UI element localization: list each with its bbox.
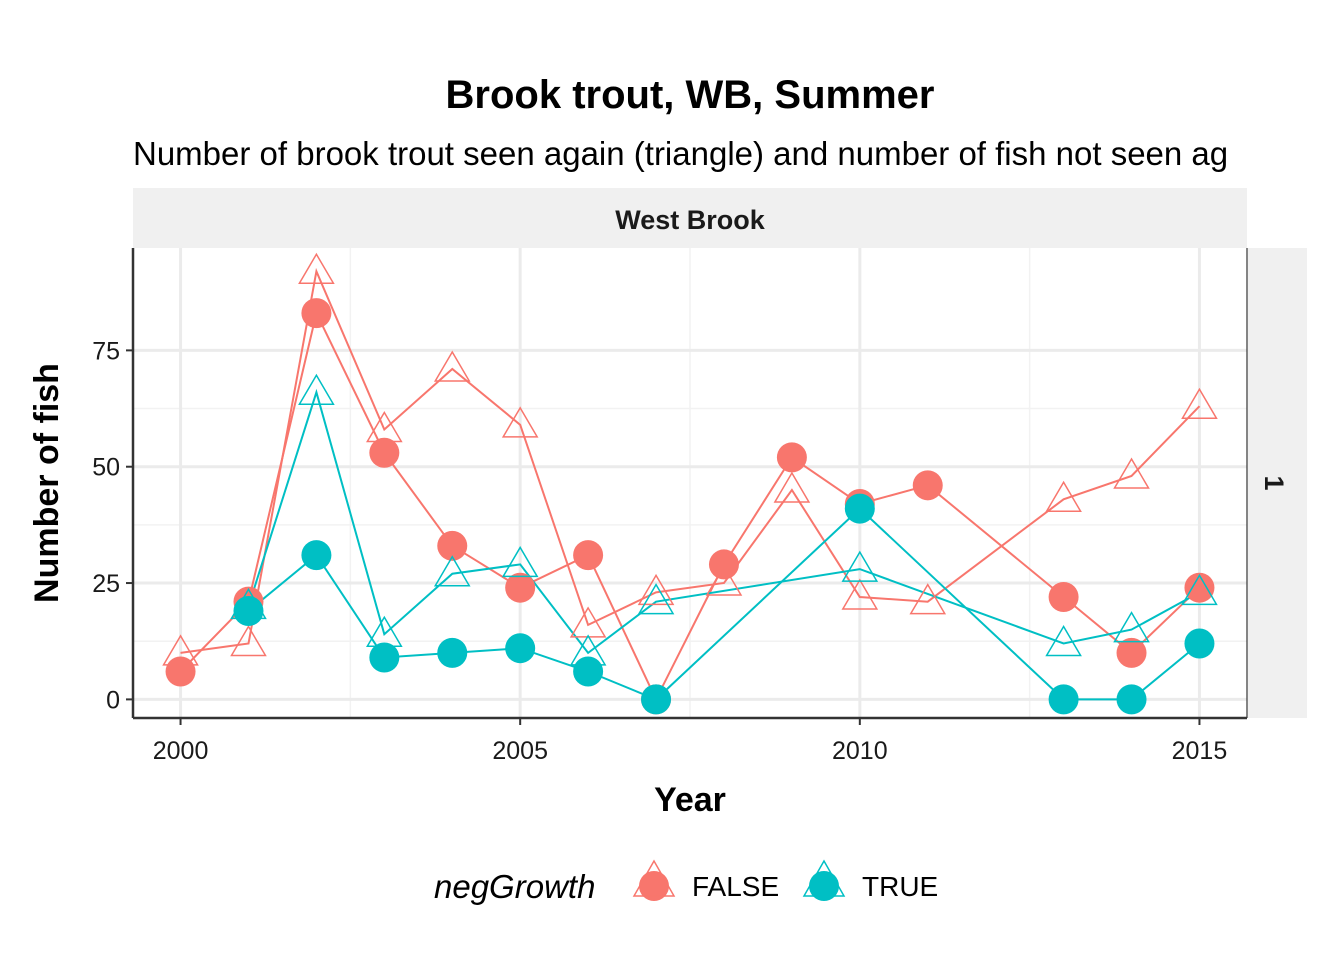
y-tick-label: 50	[92, 454, 120, 482]
data-point-triangle	[1113, 457, 1150, 489]
data-point-circle	[1048, 684, 1079, 715]
data-point-circle	[844, 493, 875, 524]
legend: negGrowth FALSE TRUE	[434, 859, 938, 905]
data-point-triangle	[773, 471, 811, 503]
data-point-triangle	[501, 545, 539, 578]
y-axis-title: Number of fish	[28, 363, 66, 603]
legend-entries: FALSE TRUE	[632, 859, 938, 902]
grid-lines	[133, 248, 1247, 718]
facet-row-label: 1	[1259, 475, 1289, 490]
data-point-circle	[233, 595, 264, 626]
series-line-false-triangle-open	[180, 267, 1201, 654]
legend-label-true: TRUE	[862, 871, 938, 902]
x-tick-label: 2000	[153, 737, 209, 765]
data-point-triangle	[501, 406, 539, 438]
data-point-triangle	[1181, 573, 1218, 606]
data-point-triangle	[1181, 387, 1218, 419]
data-point-circle	[776, 442, 807, 473]
data-point-triangle	[841, 578, 879, 610]
legend-title: negGrowth	[434, 868, 595, 905]
data-point-circle	[1116, 684, 1147, 715]
facet-column-label: West Brook	[615, 205, 766, 235]
data-point-circle	[437, 637, 468, 668]
data-point-circle	[1048, 582, 1079, 613]
facet-strip-right	[1248, 248, 1307, 718]
data-point-circle	[708, 549, 739, 580]
data-point-circle	[505, 572, 536, 603]
data-point-triangle	[1045, 625, 1082, 657]
y-tick-label: 75	[92, 337, 120, 365]
data-point-circle	[437, 530, 468, 561]
chart-subtitle: Number of brook trout seen again (triang…	[133, 135, 1228, 172]
x-axis-title: Year	[654, 781, 726, 819]
facet-strip-top	[133, 188, 1247, 248]
data-point-triangle	[705, 564, 743, 596]
data-point-triangle	[841, 550, 879, 582]
data-point-triangle	[433, 555, 471, 587]
data-point-circle	[912, 470, 943, 501]
legend-key-circle	[639, 871, 669, 901]
data-point-triangle	[1045, 480, 1082, 513]
data-point-circle	[1184, 628, 1215, 659]
y-tick-label: 0	[106, 686, 120, 714]
plot-panel	[131, 248, 1248, 720]
data-point-triangle	[637, 573, 675, 606]
series-line-true-triangle-open	[247, 388, 1200, 655]
x-tick-label: 2005	[492, 737, 548, 765]
legend-key-triangle	[802, 859, 846, 897]
data-point-circle	[1116, 637, 1147, 668]
legend-key-triangle	[632, 859, 676, 897]
x-tick-label: 2015	[1172, 737, 1228, 765]
data-point-circle	[573, 540, 604, 571]
legend-label-false: FALSE	[692, 871, 779, 902]
data-point-circle	[505, 633, 536, 664]
series-points	[162, 252, 1218, 715]
data-point-circle	[369, 437, 400, 468]
data-point-triangle	[433, 350, 471, 382]
data-point-triangle	[298, 252, 335, 285]
data-point-circle	[301, 540, 332, 571]
chart-title: Brook trout, WB, Summer	[446, 73, 935, 117]
data-point-triangle	[1113, 611, 1150, 643]
data-point-triangle	[637, 583, 675, 615]
data-point-circle	[641, 684, 672, 715]
x-axis-ticks: 2000 2005 2010 2015	[153, 718, 1228, 765]
data-point-circle	[573, 656, 604, 687]
data-point-triangle	[909, 583, 947, 615]
y-axis-ticks: 0 25 50 75	[92, 337, 133, 714]
panel-frame	[131, 248, 1248, 720]
data-point-circle	[1184, 572, 1215, 603]
data-point-circle	[165, 656, 196, 687]
legend-key-circle	[809, 871, 839, 901]
data-point-circle	[369, 642, 400, 673]
data-point-circle	[301, 298, 332, 329]
data-point-triangle	[298, 373, 335, 406]
y-tick-label: 25	[92, 570, 120, 598]
x-tick-label: 2010	[832, 737, 888, 765]
data-point-triangle	[230, 625, 267, 657]
